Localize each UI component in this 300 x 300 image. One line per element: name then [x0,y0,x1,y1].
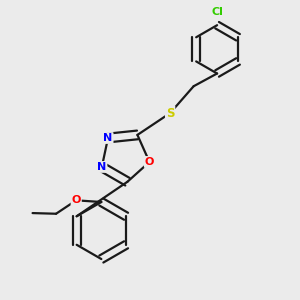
Text: O: O [71,195,81,205]
Text: O: O [145,157,154,167]
Text: N: N [97,162,106,172]
Text: N: N [103,133,112,143]
Text: Cl: Cl [211,7,223,17]
Text: S: S [166,106,174,120]
